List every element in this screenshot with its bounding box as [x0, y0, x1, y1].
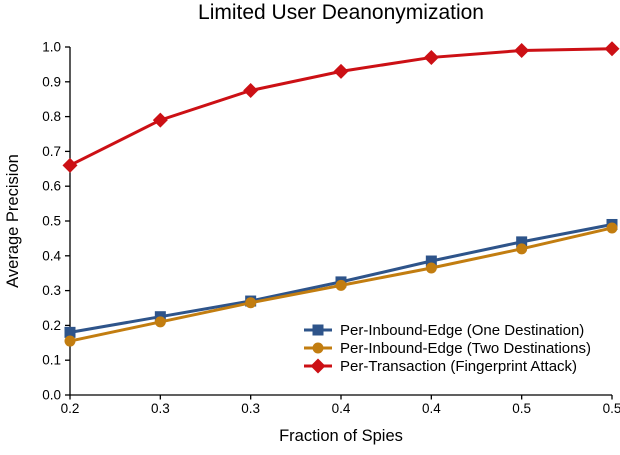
y-tick-label: 0.5 — [42, 214, 61, 229]
x-tick-label: 0.3 — [241, 401, 260, 416]
y-tick-label: 0.1 — [42, 353, 61, 368]
data-point-marker — [425, 262, 437, 274]
y-tick-label: 0.6 — [42, 179, 61, 194]
legend-marker — [312, 324, 324, 336]
data-point-marker — [245, 297, 257, 309]
y-tick-label: 0.3 — [42, 283, 61, 298]
data-point-marker — [516, 236, 528, 248]
data-point-marker — [516, 243, 528, 255]
x-tick-label: 0.2 — [61, 401, 80, 416]
y-tick-label: 0.4 — [42, 248, 61, 263]
x-tick-label: 0.5 — [512, 401, 531, 416]
y-tick-label: 0.2 — [42, 318, 61, 333]
x-tick-label: 0.4 — [422, 401, 441, 416]
data-point-marker — [152, 112, 168, 128]
data-point-marker — [64, 335, 76, 347]
legend-label: Per-Inbound-Edge (One Destination) — [340, 322, 584, 339]
y-tick-label: 1.0 — [42, 40, 61, 55]
data-point-marker — [64, 326, 76, 338]
x-tick-label: 0.4 — [332, 401, 351, 416]
y-tick-label: 0.7 — [42, 144, 61, 159]
x-tick-label: 0.5 — [603, 401, 620, 416]
data-point-marker — [514, 42, 530, 58]
data-point-marker — [333, 63, 349, 79]
y-tick-label: 0.8 — [42, 109, 61, 124]
data-point-marker — [606, 222, 618, 234]
data-point-marker — [604, 41, 620, 57]
legend-marker — [310, 358, 326, 374]
x-tick-label: 0.3 — [151, 401, 170, 416]
y-tick-label: 0.9 — [42, 74, 61, 89]
x-axis-label: Fraction of Spies — [279, 427, 403, 445]
legend-label: Per-Inbound-Edge (Two Destinations) — [340, 340, 591, 357]
legend-label: Per-Transaction (Fingerprint Attack) — [340, 358, 577, 375]
data-point-marker — [243, 83, 259, 98]
chart-title: Limited User Deanonymization — [198, 1, 484, 24]
data-point-marker — [335, 279, 347, 291]
data-point-marker — [423, 49, 439, 65]
data-point-marker — [154, 316, 166, 328]
legend-marker — [312, 342, 324, 354]
y-axis-label: Average Precision — [4, 154, 22, 288]
y-tick-label: 0.0 — [42, 388, 61, 403]
data-point-marker — [425, 255, 437, 267]
data-point-marker — [62, 157, 78, 173]
